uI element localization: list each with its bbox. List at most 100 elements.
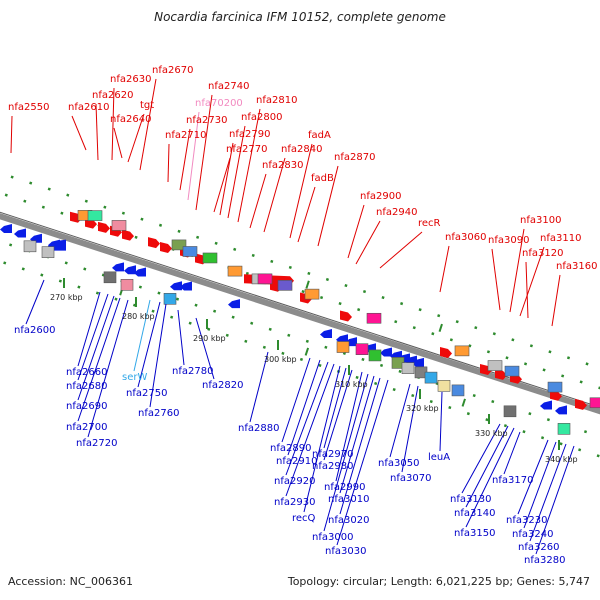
leader-nfa2610 — [71, 115, 87, 151]
gene-label-nfa2900: nfa2900 — [360, 191, 401, 202]
reverse-gene-6 — [124, 265, 136, 275]
leader-nfa3110 — [519, 246, 545, 317]
leader-nfa2970 — [323, 367, 347, 449]
gene-label-nfa3260: nfa3260 — [518, 542, 559, 553]
gene-label-nfa2700: nfa2700 — [66, 422, 107, 433]
leader-nfa3010 — [339, 375, 375, 494]
leader-nfa2920 — [285, 361, 329, 476]
gene-label-nfa2730: nfa2730 — [186, 115, 227, 126]
leader-nfa2800 — [227, 125, 246, 219]
forward-box-14 — [487, 360, 503, 371]
gene-features — [0, 210, 600, 435]
gene-label-nfa3230: nfa3230 — [506, 515, 547, 526]
leader-nfa2890 — [281, 357, 311, 443]
leader-nfa3070 — [401, 385, 419, 473]
leader-leuA — [439, 391, 443, 452]
gene-label-nfa2910: nfa2910 — [276, 456, 317, 467]
ruler-label-7: 330 kbp — [475, 429, 508, 438]
gene-label-nfa2940: nfa2940 — [376, 207, 417, 218]
gene-label-nfa2710: nfa2710 — [165, 130, 206, 141]
leader-nfa2620 — [95, 103, 99, 161]
leader-recR — [379, 231, 423, 269]
leader-nfa2770 — [213, 157, 231, 213]
leader-nfa3140 — [465, 425, 509, 508]
gene-label-nfa2990: nfa2990 — [324, 482, 365, 493]
leader-nfa2880 — [249, 351, 269, 423]
forward-box-15 — [504, 365, 520, 377]
gene-label-nfa2550: nfa2550 — [8, 102, 49, 113]
reverse-gene-19 — [412, 357, 424, 367]
reverse-box-3 — [103, 271, 117, 284]
gene-label-nfa2880: nfa2880 — [238, 423, 279, 434]
gene-label-nfa3280: nfa3280 — [524, 555, 565, 566]
gene-label-nfa3150: nfa3150 — [454, 528, 495, 539]
leader-nfa2940 — [355, 220, 381, 265]
leader-nfa2870 — [317, 165, 339, 247]
leader-nfa3020 — [339, 377, 381, 515]
gene-label-nfa2750: nfa2750 — [126, 388, 167, 399]
leader-nfa3090 — [491, 248, 501, 311]
forward-box-12 — [366, 312, 382, 324]
leader-nfa3100 — [509, 228, 525, 313]
leader-nfa2660 — [77, 291, 101, 367]
reverse-box-15 — [503, 405, 517, 418]
reverse-gene-7 — [134, 267, 146, 277]
gene-label-fadA: fadA — [308, 130, 331, 141]
reverse-gene-21 — [555, 405, 567, 415]
ruler-label-8: 340 kbp — [545, 455, 578, 464]
gene-label-nfa2870: nfa2870 — [334, 152, 375, 163]
leader-nfa2740 — [195, 94, 213, 211]
forward-gene-14 — [480, 364, 492, 375]
gene-label-nfa2930: nfa2930 — [274, 497, 315, 508]
gene-label-nfa3070: nfa3070 — [390, 473, 431, 484]
gene-label-nfa2690: nfa2690 — [66, 401, 107, 412]
gene-label-nfa2760: nfa2760 — [138, 408, 179, 419]
gene-label-nfa70200: nfa70200 — [195, 98, 243, 109]
ruler-label-2: 280 kbp — [122, 312, 155, 321]
leader-nfa2680 — [77, 293, 109, 381]
forward-box-16 — [547, 381, 563, 393]
leader-tgt — [127, 113, 145, 163]
leader-nfa3230 — [517, 439, 549, 515]
leader-nfa3260 — [529, 443, 567, 542]
forward-box-9 — [257, 273, 273, 285]
gene-label-nfa3100: nfa3100 — [520, 215, 561, 226]
forward-box-4 — [171, 239, 187, 251]
gene-label-nfa2660: nfa2660 — [66, 367, 107, 378]
reverse-gene-2 — [14, 228, 26, 238]
gene-label-nfa2830: nfa2830 — [262, 160, 303, 171]
ruler-label-4: 300 kbp — [264, 355, 297, 364]
forward-gene-3 — [98, 221, 110, 233]
leader-nfa70200 — [187, 111, 200, 201]
leader-nfa2830 — [249, 173, 267, 229]
reverse-box-4 — [120, 279, 134, 291]
backbone-edge — [0, 211, 600, 408]
forward-box-13 — [454, 345, 470, 357]
reverse-box-10 — [401, 362, 415, 374]
gene-label-nfa3000: nfa3000 — [312, 532, 353, 543]
gene-label-nfa3020: nfa3020 — [328, 515, 369, 526]
gene-label-nfa2620: nfa2620 — [92, 90, 133, 101]
gene-label-nfa2770: nfa2770 — [226, 144, 267, 155]
gene-label-nfa2680: nfa2680 — [66, 381, 107, 392]
reverse-box-2 — [41, 246, 55, 258]
forward-gene-12 — [340, 310, 352, 322]
leader-nfa3120 — [525, 261, 529, 319]
gene-label-nfa3120: nfa3120 — [522, 248, 563, 259]
forward-gene-13 — [440, 347, 452, 358]
reverse-gene-15 — [380, 347, 392, 357]
topology-text: Topology: circular; Length: 6,021,225 bp… — [287, 575, 590, 588]
accession-text: Accession: NC_006361 — [8, 575, 134, 588]
reverse-box-7 — [355, 343, 369, 356]
reverse-gene-3 — [30, 233, 42, 243]
genome-backbone — [0, 211, 600, 415]
forward-box-2 — [87, 210, 103, 221]
forward-gene-17 — [550, 389, 562, 401]
leader-fadA — [289, 143, 313, 239]
gene-label-nfa2890: nfa2890 — [270, 443, 311, 454]
leader-nfa3050 — [389, 383, 411, 458]
label-leader-lines — [10, 78, 575, 555]
forward-box-6 — [202, 252, 218, 264]
ruler-label-1: 270 kbp — [50, 293, 83, 302]
